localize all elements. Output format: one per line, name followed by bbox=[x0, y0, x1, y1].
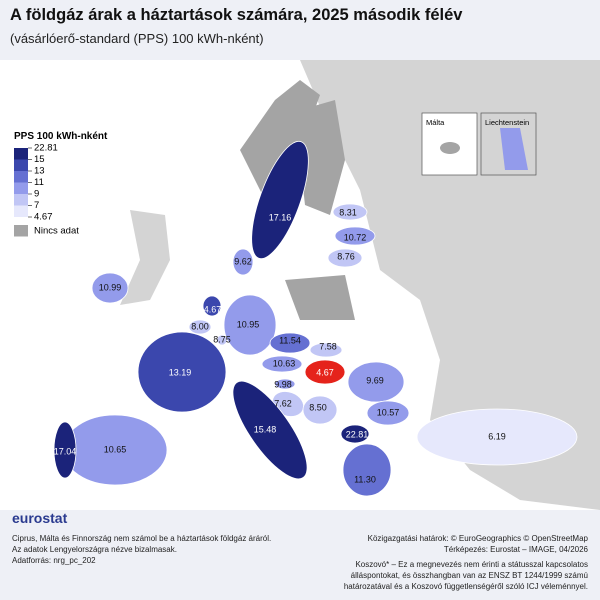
region bbox=[202, 295, 222, 317]
subtitle: (vásárlóerő-standard (PPS) 100 kWh-nként… bbox=[10, 31, 264, 46]
region bbox=[232, 248, 254, 276]
legend-swatch bbox=[14, 225, 28, 237]
region-value: 14.67 bbox=[199, 304, 222, 314]
region-value: 7.58 bbox=[319, 341, 337, 351]
region-value: 9.62 bbox=[234, 256, 252, 266]
kosovo-note: Koszovó* – Ez a megnevezés nem érinti a … bbox=[343, 560, 588, 591]
note: Ciprus, Málta és Finnország nem számol b… bbox=[12, 534, 272, 543]
legend-title: PPS 100 kWh-nként bbox=[14, 131, 108, 142]
region bbox=[416, 408, 578, 466]
region bbox=[309, 342, 343, 358]
region-value: 15.48 bbox=[254, 424, 277, 434]
region-value: 8.76 bbox=[337, 251, 355, 261]
inset-label: Liechtenstein bbox=[485, 118, 529, 127]
region bbox=[342, 443, 392, 497]
region bbox=[269, 332, 311, 354]
region bbox=[274, 378, 296, 390]
legend-label: 15 bbox=[34, 154, 45, 165]
region bbox=[327, 248, 363, 268]
credits: Közigazgatási határok: © EuroGeographics… bbox=[308, 533, 588, 592]
legend-swatch bbox=[14, 205, 28, 217]
region-value: 8.31 bbox=[339, 207, 357, 217]
region-value: 13.19 bbox=[169, 367, 192, 377]
region bbox=[251, 140, 309, 260]
title: A földgáz árak a háztartások számára, 20… bbox=[10, 6, 463, 24]
region bbox=[232, 380, 308, 480]
legend-label: 4.67 bbox=[34, 212, 53, 223]
logo: eurostat bbox=[12, 510, 68, 526]
legend-swatch bbox=[14, 148, 28, 160]
region-value: 8.50 bbox=[309, 402, 327, 412]
region bbox=[223, 294, 277, 356]
inset-label: Málta bbox=[426, 118, 445, 127]
region bbox=[304, 359, 346, 385]
region bbox=[340, 424, 370, 444]
credit: Közigazgatási határok: © EuroGeographics… bbox=[367, 534, 588, 543]
land-no-data bbox=[285, 275, 355, 320]
legend-swatch bbox=[14, 171, 28, 183]
region-value: 10.57 bbox=[377, 407, 400, 417]
legend-label: Nincs adat bbox=[34, 225, 79, 236]
region bbox=[334, 226, 376, 246]
region-value: 11.30 bbox=[354, 474, 376, 484]
legend-label: 22.81 bbox=[34, 143, 58, 154]
region-value: 17.16 bbox=[269, 212, 292, 222]
credit: Térképezés: Eurostat – IMAGE, 04/2026 bbox=[443, 545, 588, 554]
region-value: 10.95 bbox=[237, 319, 260, 329]
legend-label: 13 bbox=[34, 166, 45, 177]
region-value: 9.98 bbox=[274, 379, 292, 389]
region bbox=[91, 272, 129, 304]
region-value: 6.19 bbox=[488, 431, 506, 441]
region bbox=[366, 400, 410, 426]
legend-label: 11 bbox=[34, 177, 44, 188]
legend-swatch bbox=[14, 159, 28, 171]
legend-label: 7 bbox=[34, 200, 39, 211]
legend-label: 9 bbox=[34, 189, 39, 200]
region bbox=[332, 203, 368, 221]
region-value: 11.54 bbox=[279, 335, 301, 345]
region-value: 10.63 bbox=[273, 358, 296, 368]
region bbox=[53, 421, 77, 479]
region-value: 10.99 bbox=[99, 282, 122, 292]
region-value: 9.69 bbox=[366, 375, 384, 385]
region bbox=[261, 355, 303, 373]
region-value: 8.00 bbox=[191, 321, 209, 331]
note: Adatforrás: nrg_pc_202 bbox=[12, 556, 96, 565]
inset-liechtenstein bbox=[500, 128, 528, 170]
region bbox=[188, 319, 212, 335]
land-no-data bbox=[300, 100, 345, 215]
region-value: 4.67 bbox=[316, 367, 334, 377]
region-value: 10.65 bbox=[104, 444, 127, 454]
inset-malta bbox=[440, 142, 460, 154]
region bbox=[137, 331, 227, 413]
region-value: 10.72 bbox=[344, 232, 367, 242]
region-value: 7.62 bbox=[274, 398, 292, 408]
region-value: 8.75 bbox=[213, 334, 231, 344]
region-value: 22.81 bbox=[346, 429, 369, 439]
region bbox=[347, 361, 405, 403]
legend-swatch bbox=[14, 182, 28, 194]
legend-swatch bbox=[14, 194, 28, 206]
notes: Ciprus, Málta és Finnország nem számol b… bbox=[12, 533, 271, 566]
note: Az adatok Lengyelországra nézve bizalmas… bbox=[12, 545, 177, 554]
region bbox=[302, 395, 338, 425]
region-value: 17.04 bbox=[54, 446, 77, 456]
land-uk bbox=[120, 210, 170, 305]
